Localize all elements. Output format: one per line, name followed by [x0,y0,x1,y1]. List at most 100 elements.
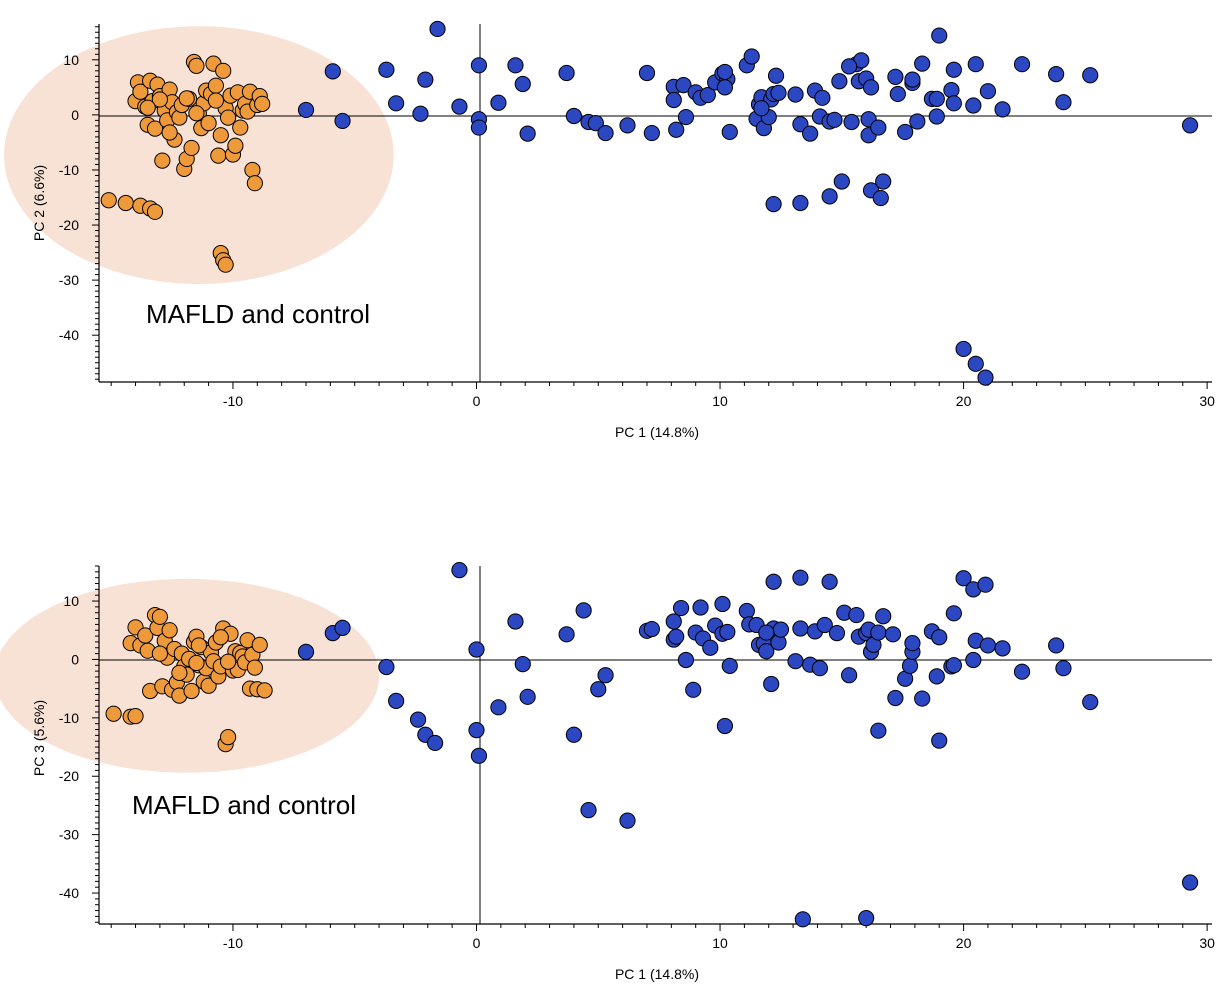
data-point [1181,874,1199,891]
x-tick-label: 30 [1199,393,1215,409]
y-tick-label: -10 [59,162,79,178]
y-tick-label: -20 [59,768,79,784]
data-point [470,119,488,136]
data-point [519,125,536,142]
y-tick-label: -20 [59,217,79,233]
data-point [151,608,168,625]
x-tick-label: 30 [1199,935,1215,951]
data-point [188,654,205,672]
data-point [1013,663,1031,680]
data-point [297,643,315,660]
data-point [792,194,809,212]
data-point [677,108,695,126]
data-point [685,681,702,698]
data-point [638,64,656,82]
data-point [816,616,833,634]
data-point [1055,660,1072,677]
data-point [1055,94,1072,111]
data-point [826,111,843,128]
data-point [965,97,982,114]
data-point [743,48,760,65]
data-point [931,27,948,44]
data-point [753,100,770,117]
data-point [1013,56,1031,73]
data-point [721,657,738,674]
data-point [232,119,249,136]
data-point [246,659,263,676]
x-axis-title: PC 1 (14.8%) [615,424,699,440]
data-point [841,58,858,75]
data-point [897,123,914,141]
data-point [1048,637,1065,654]
y-tick-label: -30 [59,272,79,288]
data-point [889,85,906,103]
data-point [792,620,809,637]
data-point [597,124,614,142]
data-point [668,121,685,138]
data-point [200,677,217,694]
annotation-mafld-control: MAFLD and control [132,790,356,820]
data-point [490,699,507,716]
data-point [587,115,604,132]
x-tick-label: 0 [473,393,481,409]
data-point [151,645,168,662]
data-point [714,595,731,613]
data-point [814,89,831,106]
data-point [967,56,984,73]
data-point [643,620,660,638]
data-point [765,196,782,213]
data-point [794,911,811,928]
data-point [677,651,695,669]
y-tick-label: -30 [59,827,79,843]
data-point [870,119,887,136]
data-point [619,117,636,134]
data-point [388,95,405,112]
data-point [841,667,858,684]
data-point [412,105,429,122]
data-point [994,640,1011,657]
data-point [955,570,972,587]
data-point [668,628,685,645]
data-point [334,619,351,637]
x-tick-label: 20 [956,393,972,409]
data-point [558,64,575,82]
data-point [334,112,351,130]
data-point [672,599,690,617]
data-point [227,137,244,154]
data-point [811,660,828,677]
annotation-mafld-control: MAFLD and control [146,299,370,329]
y-tick-label: 10 [63,593,79,609]
data-point [716,79,734,96]
data-point [200,115,217,132]
data-point [597,667,614,684]
data-point [565,726,583,743]
data-point [758,643,775,660]
data-point [716,717,734,735]
data-point [967,355,984,372]
data-point [770,84,787,101]
data-point [188,57,205,74]
data-point [212,127,229,144]
data-point [188,105,205,122]
data-point [716,63,734,81]
data-point [514,656,531,673]
data-point [821,573,838,590]
data-point [931,732,948,749]
data-point [887,68,904,85]
data-point [178,90,195,107]
data-point [909,113,926,130]
data-point [945,95,962,112]
data-point [154,152,171,169]
data-point [787,653,804,670]
data-point [1181,117,1199,134]
y-tick-label: 0 [71,107,79,123]
y-tick-label: -10 [59,710,79,726]
data-point [507,57,524,74]
data-point [244,161,261,179]
data-point [207,77,225,94]
data-point [388,692,405,710]
data-point [721,123,738,141]
data-point [965,651,982,669]
data-point [151,91,168,108]
data-point [1082,67,1099,84]
